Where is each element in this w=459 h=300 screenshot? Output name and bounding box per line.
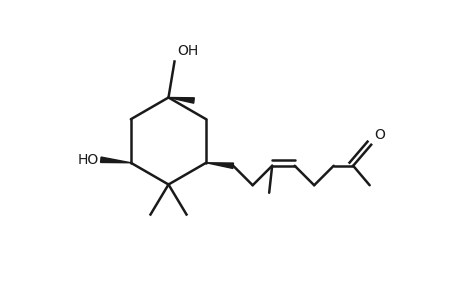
Polygon shape: [206, 163, 233, 168]
Polygon shape: [101, 157, 130, 163]
Polygon shape: [168, 98, 194, 103]
Text: HO: HO: [78, 153, 99, 167]
Text: O: O: [373, 128, 384, 142]
Text: OH: OH: [177, 44, 198, 58]
